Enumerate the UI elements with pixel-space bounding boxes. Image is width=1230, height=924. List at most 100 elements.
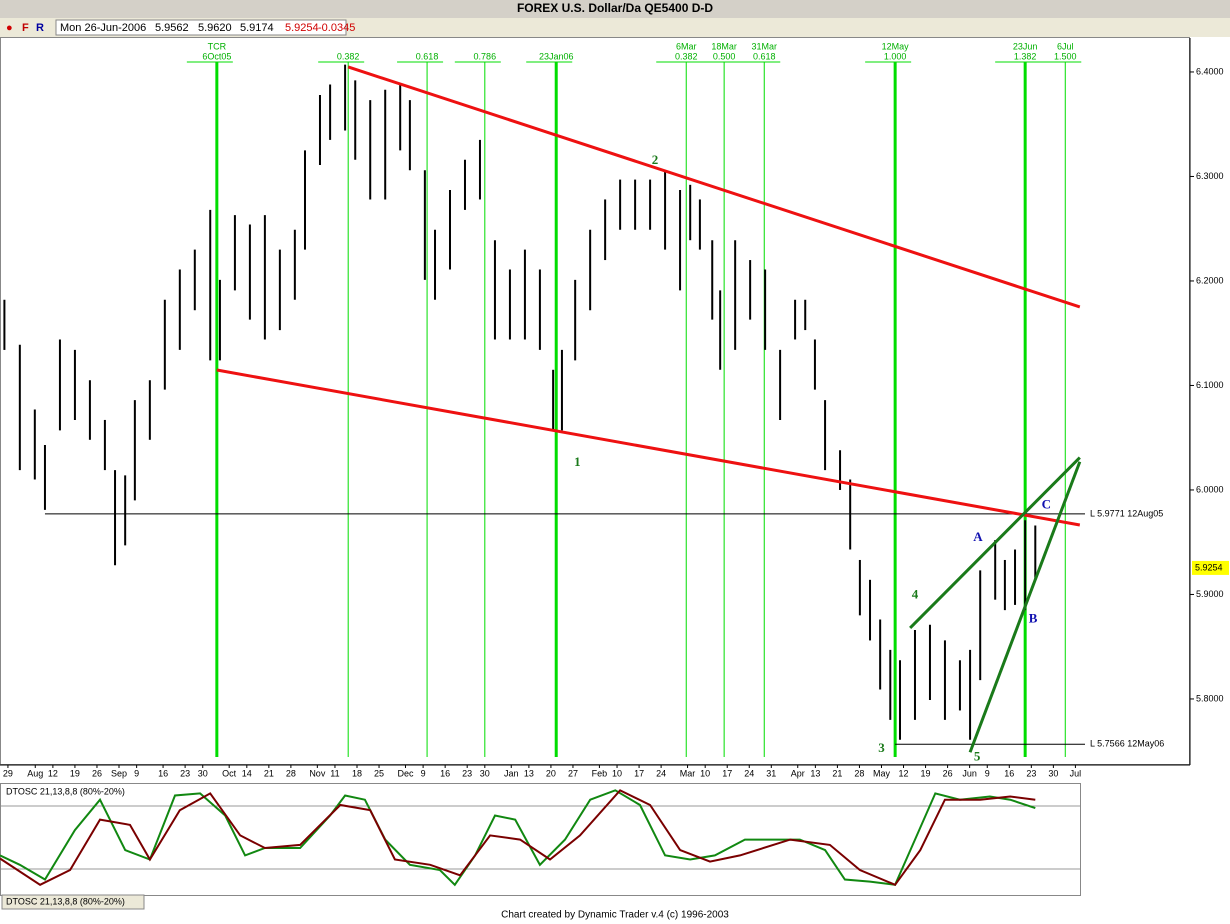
- cycle-label: 0.382: [337, 51, 360, 61]
- last-price-box: [1192, 560, 1229, 575]
- y-tick-label: 5.9000: [1196, 589, 1224, 599]
- x-tick-label: May: [873, 768, 891, 778]
- x-tick-label: 10: [700, 768, 710, 778]
- x-tick-label: Feb: [592, 768, 608, 778]
- x-tick-label: Apr: [791, 768, 805, 778]
- y-tick-label: 5.8000: [1196, 693, 1224, 703]
- x-tick-label: 30: [480, 768, 490, 778]
- oscillator-line: [0, 789, 1036, 887]
- quote-change: -0.0345: [318, 22, 355, 34]
- quote-high: 5.9620: [198, 22, 232, 34]
- oscillator-line: [0, 789, 1036, 887]
- x-tick-label: Mar: [680, 768, 696, 778]
- x-tick-label: Sep: [111, 768, 127, 778]
- y-tick-label: 6.4000: [1196, 66, 1224, 76]
- y-tick-label: 6.1000: [1196, 380, 1224, 390]
- x-tick-label: 24: [656, 768, 666, 778]
- y-tick-label: 6.2000: [1196, 275, 1224, 285]
- x-tick-label: 13: [810, 768, 820, 778]
- x-tick-label: 14: [242, 768, 252, 778]
- x-tick-label: 25: [374, 768, 384, 778]
- quote-low: 5.9174: [240, 22, 274, 34]
- x-tick-label: 30: [198, 768, 208, 778]
- cycle-label: TCR: [208, 41, 227, 51]
- cycle-label: 12May: [882, 41, 910, 51]
- x-tick-label: Oct: [222, 768, 237, 778]
- cycle-label: 0.618: [753, 51, 776, 61]
- x-tick-label: 17: [722, 768, 732, 778]
- cycle-label: 1.382: [1014, 51, 1037, 61]
- x-tick-label: 16: [158, 768, 168, 778]
- x-tick-label: 30: [1048, 768, 1058, 778]
- oscillator-tab[interactable]: [1, 894, 145, 910]
- x-tick-label: 31: [766, 768, 776, 778]
- footer: Chart created by Dynamic Trader v.4 (c) …: [501, 910, 729, 921]
- wave-label: B: [1029, 611, 1038, 626]
- flag[interactable]: F: [22, 22, 29, 34]
- x-tick-label: 29: [3, 768, 13, 778]
- cycle-label: 31Mar: [751, 41, 777, 51]
- x-tick-label: Aug: [27, 768, 43, 778]
- x-tick-label: 27: [568, 768, 578, 778]
- flag[interactable]: R: [36, 22, 44, 34]
- quote-close: 5.9254: [285, 22, 319, 34]
- trend-line: [909, 456, 1081, 629]
- x-tick-label: 21: [264, 768, 274, 778]
- trend-line: [347, 65, 1081, 309]
- cycle-label: 6Jul: [1057, 41, 1074, 51]
- wave-label: 1: [574, 454, 581, 469]
- x-tick-label: 9: [134, 768, 139, 778]
- y-tick-label: 6.3000: [1196, 171, 1224, 181]
- quote-open: 5.9562: [155, 22, 189, 34]
- cycle-label: 0.500: [713, 51, 736, 61]
- wave-label: 4: [912, 586, 919, 601]
- wave-label: 2: [652, 152, 659, 167]
- cycle-label: 0.382: [675, 51, 698, 61]
- x-tick-label: 19: [921, 768, 931, 778]
- title-bar: [0, 0, 1230, 18]
- level-label: L 5.7566 12May06: [1090, 739, 1164, 749]
- x-tick-label: 18: [352, 768, 362, 778]
- x-tick-label: 24: [744, 768, 754, 778]
- cycle-label: 23Jun: [1013, 41, 1038, 51]
- oscillator-title: DTOSC 21,13,8,8 (80%-20%): [6, 786, 125, 796]
- x-tick-label: 21: [832, 768, 842, 778]
- y-tick-label: 6.0000: [1196, 484, 1224, 494]
- x-tick-label: 26: [943, 768, 953, 778]
- x-tick-label: 10: [612, 768, 622, 778]
- oscillator-tab-label[interactable]: DTOSC 21,13,8,8 (80%-20%): [6, 896, 125, 906]
- x-tick-label: Nov: [309, 768, 326, 778]
- wave-label: 5: [974, 748, 981, 763]
- x-tick-label: 23: [462, 768, 472, 778]
- cycle-label: 23Jan06: [539, 51, 574, 61]
- wave-label: 3: [878, 740, 885, 755]
- x-tick-label: 9: [421, 768, 426, 778]
- x-tick-label: 16: [440, 768, 450, 778]
- wave-label: A: [973, 529, 983, 544]
- cycle-label: 6Oct05: [202, 51, 231, 61]
- last-price-label: 5.9254: [1195, 562, 1223, 572]
- x-tick-label: 12: [48, 768, 58, 778]
- x-tick-label: Jan: [504, 768, 519, 778]
- cycle-label: 1.000: [884, 51, 907, 61]
- x-tick-label: Jun: [962, 768, 977, 778]
- x-tick-label: 12: [899, 768, 909, 778]
- x-tick-label: 23: [1026, 768, 1036, 778]
- x-tick-label: 28: [854, 768, 864, 778]
- x-tick-label: 17: [634, 768, 644, 778]
- x-tick-label: 19: [70, 768, 80, 778]
- level-label: L 5.9771 12Aug05: [1090, 508, 1163, 518]
- chart-title: FOREX U.S. Dollar/Da QE5400 D-D: [517, 1, 713, 15]
- wave-label: C: [1042, 497, 1051, 512]
- x-tick-label: 13: [524, 768, 534, 778]
- x-tick-label: 16: [1004, 768, 1014, 778]
- cycle-label: 0.618: [416, 51, 439, 61]
- quote-box: [55, 19, 347, 36]
- cycle-label: 0.786: [474, 51, 497, 61]
- quote-date: Mon 26-Jun-2006: [60, 22, 146, 34]
- x-tick-label: 9: [985, 768, 990, 778]
- x-tick-label: 11: [330, 768, 339, 778]
- x-tick-label: 20: [546, 768, 556, 778]
- x-tick-label: Dec: [397, 768, 414, 778]
